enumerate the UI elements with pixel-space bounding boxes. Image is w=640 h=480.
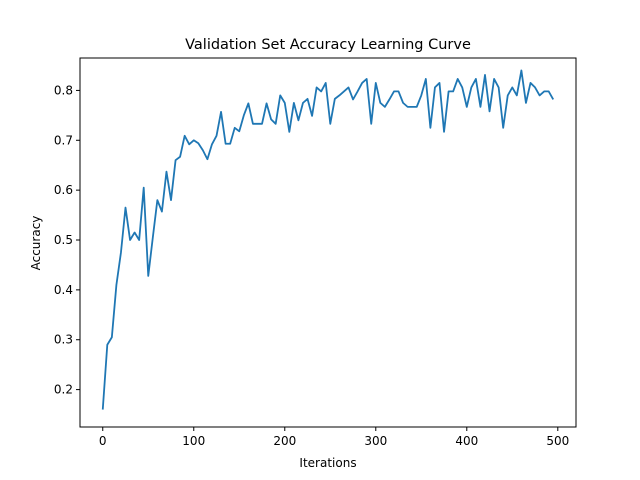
plot-area: 0 100 200 300 400 500 0.2 0.3 0.4 0.5 0.6 0.7 0.8 (54, 57, 577, 448)
y-tick-label: 0.2 (54, 383, 73, 397)
y-tick-label: 0.7 (54, 133, 73, 147)
y-axis-label: Accuracy (29, 216, 43, 271)
plot-frame (79, 57, 577, 428)
x-tick-label: 400 (455, 434, 478, 448)
y-tick-label: 0.5 (54, 233, 73, 247)
chart-title: Validation Set Accuracy Learning Curve (185, 37, 471, 53)
y-tick-label: 0.6 (54, 183, 73, 197)
y-tick-label: 0.8 (54, 83, 73, 97)
x-tick-label: 200 (273, 434, 296, 448)
x-tick-label: 100 (182, 434, 205, 448)
x-axis-label: Iterations (299, 456, 356, 470)
x-tick-label: 0 (99, 434, 107, 448)
series-line-0 (101, 69, 555, 410)
y-tick-label: 0.3 (54, 333, 73, 347)
x-tick-label: 300 (364, 434, 387, 448)
y-tick-label: 0.4 (54, 283, 73, 297)
x-tick-label: 500 (546, 434, 569, 448)
